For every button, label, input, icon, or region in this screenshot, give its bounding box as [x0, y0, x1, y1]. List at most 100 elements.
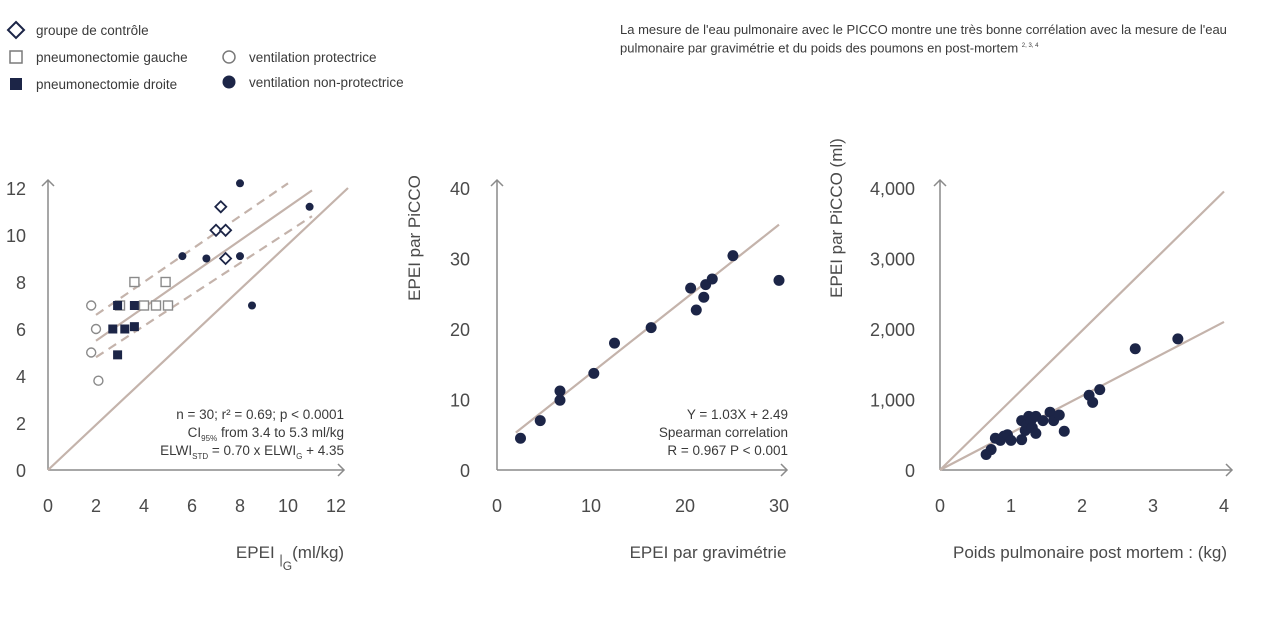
data-point-circle-filled [1087, 396, 1099, 408]
circle-open-icon [222, 50, 236, 64]
data-point-square-open [162, 300, 174, 311]
legend-label-non-protective: ventilation non-protectrice [249, 74, 404, 90]
y-tick-label: 2,000 [870, 320, 915, 340]
data-point-circle-filled [1053, 409, 1065, 421]
x-tick-label: 0 [43, 496, 53, 516]
diamond-icon [6, 20, 26, 40]
annotation-elwi-part: G [296, 452, 302, 461]
x-tick-label: 1 [1006, 496, 1016, 516]
annotation-ci-part: 95% [201, 434, 217, 443]
data-point-circle-open [85, 300, 97, 311]
y-tick-label: 12 [6, 179, 26, 199]
data-point-circle-open [90, 323, 102, 335]
data-point-square-open [160, 276, 171, 288]
data-point-circle-filled [698, 291, 710, 303]
data-point-circle-filled [706, 273, 718, 285]
annotation-elwi-part: STD [192, 452, 208, 461]
x-tick-label: 0 [492, 496, 502, 516]
data-point-circle-filled [645, 322, 657, 334]
y-axis-arrow [41, 178, 55, 187]
annotation-ci-part: CI [188, 425, 202, 440]
y-tick-label: 3,000 [870, 250, 915, 270]
data-point-square-open [129, 276, 140, 288]
data-point-circle-filled [727, 250, 739, 262]
x-tick-label: 10 [581, 496, 601, 516]
legend-item-right-pneumo: pneumonectomie droite [6, 74, 177, 94]
line-ci_lower [95, 215, 313, 359]
data-point-circle-filled [1044, 406, 1056, 418]
data-point-circle-filled [609, 337, 620, 349]
y-tick-label: 6 [16, 320, 26, 340]
y-tick-label: 10 [6, 226, 26, 246]
data-point-circle-filled [1016, 434, 1028, 446]
x-tick-label: 2 [91, 496, 101, 516]
data-point-square-filled [120, 324, 130, 334]
y-axis-label: EPEI par PiCCO (ml) [827, 138, 846, 298]
y-axis-arrow [933, 178, 947, 187]
data-point-circle-filled [236, 252, 244, 261]
caption-text: La mesure de l'eau pulmonaire avec le PI… [620, 22, 1227, 56]
annotation-r: R = 0.967 P < 0.001 [667, 443, 788, 458]
y-tick-label: 1,000 [870, 391, 915, 411]
x-axis-arrow [337, 463, 346, 477]
data-point-diamond [218, 251, 233, 266]
data-point-square-open [150, 300, 162, 311]
y-tick-label: 0 [905, 461, 915, 481]
legend-label-protective: ventilation protectrice [249, 49, 377, 65]
data-point-circle-filled [773, 274, 785, 286]
y-axis-label: EPEI par PiCCO [405, 175, 424, 301]
chart-2: 0 10 20 30 0 10 20 30 40 EPEI par gravimétrie EPEI… [405, 175, 789, 562]
data-point-circle-filled [1094, 384, 1106, 396]
data-point-diamond [209, 223, 223, 238]
data-point-circle-filled [588, 367, 600, 379]
x-axis-arrow [1225, 463, 1234, 477]
y-tick-label: 10 [450, 391, 470, 411]
data-point-circle-filled [554, 385, 566, 397]
circle-filled-icon [222, 75, 236, 89]
line-identity [47, 187, 349, 471]
x-axis-label-bar: | [279, 552, 282, 567]
data-point-circle-filled [1030, 427, 1042, 439]
legend-label-left-pneumo: pneumonectomie gauche [36, 49, 188, 65]
square-filled-icon [10, 78, 22, 90]
y-tick-label: 0 [460, 461, 470, 481]
data-point-circle-filled [305, 202, 314, 211]
data-point-circle-open [93, 375, 104, 386]
data-point-square-open [138, 300, 150, 311]
data-point-circle-filled [1172, 333, 1184, 345]
data-point-circle-filled [202, 254, 211, 263]
caption: La mesure de l'eau pulmonaire avec le PI… [620, 22, 1270, 56]
annotation-equation: Y = 1.03X + 2.49 [687, 407, 788, 422]
data-point-square-filled [113, 301, 123, 310]
x-axis-label-main: EPEI [236, 543, 279, 562]
annotation-ci-part: from 3.4 to 5.3 ml/kg [217, 425, 344, 440]
data-point-circle-filled [515, 432, 526, 444]
caption-refs: 2, 3, 4 [1021, 43, 1039, 49]
x-axis-label: EPEI |G(ml/kg) [236, 543, 344, 573]
data-point-square-filled [129, 322, 139, 332]
data-point-circle-filled [236, 179, 244, 188]
data-point-circle-filled [1058, 425, 1070, 437]
data-point-circle-filled [985, 444, 997, 456]
line-identity [939, 190, 1225, 471]
line-regression [939, 320, 1225, 471]
y-tick-label: 4,000 [870, 179, 915, 199]
data-point-square-filled [113, 350, 123, 360]
x-axis-label: EPEI par gravimétrie [630, 543, 787, 562]
chart-3: 0 1 2 3 4 0 1,000 2,000 3,000 4,000 Poids pulmonai… [827, 138, 1234, 562]
legend-item-protective: ventilation protectrice [219, 47, 377, 67]
x-tick-label: 10 [278, 496, 298, 516]
square-open-icon [9, 50, 23, 64]
legend-item-non-protective: ventilation non-protectrice [219, 72, 404, 92]
data-point-square-filled [129, 301, 139, 310]
legend: groupe de contrôle pneumonectomie gauche… [6, 20, 426, 100]
data-point-circle-filled [690, 304, 702, 316]
y-axis-arrow [490, 178, 504, 187]
x-axis-label: Poids pulmonaire post mortem : (kg) [953, 543, 1227, 562]
data-point-circle-filled [1037, 415, 1049, 427]
annotation-method: Spearman correlation [659, 425, 788, 440]
annotation-elwi-part: + 4.35 [302, 443, 344, 458]
y-tick-label: 40 [450, 179, 470, 199]
